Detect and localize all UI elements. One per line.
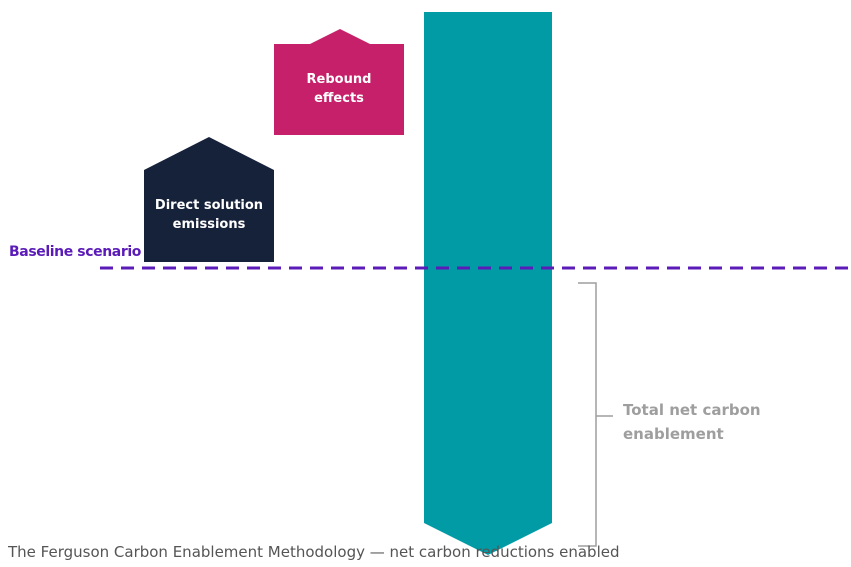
bracket-label-line2: enablement	[623, 425, 724, 443]
direct-label-line2: emissions	[172, 217, 246, 232]
rebound-effects-label: Rebound effects	[274, 70, 404, 108]
direct-emissions-label: Direct solution emissions	[144, 196, 274, 234]
footer-caption: The Ferguson Carbon Enablement Methodolo…	[8, 543, 620, 561]
bracket-label-line1: Total net carbon	[623, 401, 761, 419]
net-enablement-bracket	[578, 282, 597, 547]
rebound-label-line2: effects	[314, 91, 364, 106]
total-net-carbon-label: Total net carbon enablement	[623, 398, 823, 446]
direct-emissions-shape	[144, 137, 274, 262]
rebound-effects-shape	[274, 29, 404, 135]
baseline-scenario-label: Baseline scenario	[9, 244, 141, 260]
diagram-canvas	[100, 12, 851, 555]
net-enablement-bar	[424, 12, 552, 555]
direct-label-line1: Direct solution	[154, 198, 264, 213]
rebound-label-line1: Rebound	[306, 72, 372, 87]
